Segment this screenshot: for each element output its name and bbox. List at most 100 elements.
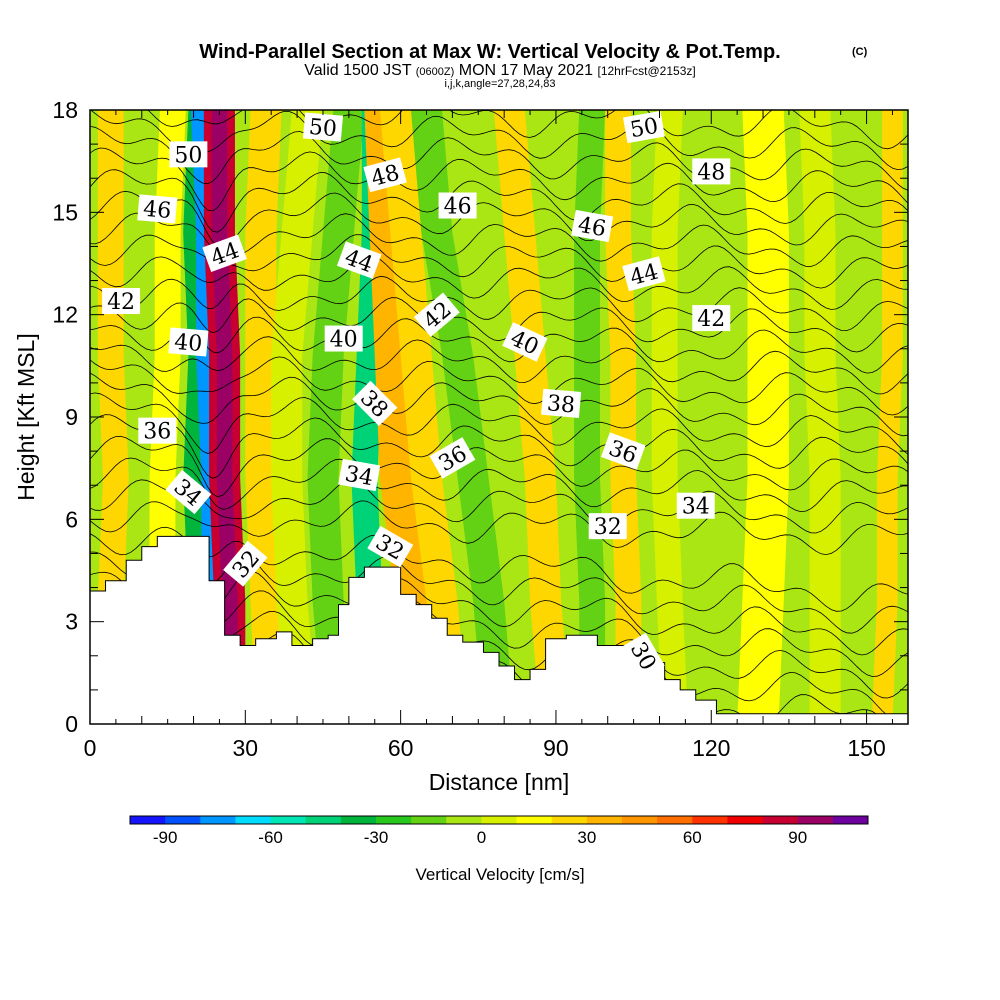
velocity-band <box>410 110 515 724</box>
colorbar-tick-label: -60 <box>258 828 283 847</box>
theta-label-text: 42 <box>697 307 725 332</box>
theta-contour-line <box>90 297 908 353</box>
theta-contour-line <box>90 110 908 171</box>
velocity-band <box>379 110 468 724</box>
velocity-band <box>493 110 572 724</box>
theta-contour-label: 46 <box>438 192 477 220</box>
colorbar-swatch <box>657 816 693 824</box>
theta-contour-label: 48 <box>363 157 407 193</box>
subtitle-date: MON 17 May 2021 <box>459 62 593 79</box>
theta-contour-line <box>90 500 908 556</box>
theta-label-box <box>623 632 665 679</box>
theta-label-box <box>571 209 614 243</box>
theta-label-box <box>102 288 141 315</box>
theta-contour-line <box>90 392 908 455</box>
theta-contour-line <box>90 414 908 479</box>
theta-label-box <box>502 322 548 362</box>
x-tick-label: 60 <box>388 735 414 761</box>
theta-contour-line <box>90 275 908 332</box>
subtitle-valid-time: Valid 1500 JST <box>304 62 412 79</box>
theta-label-text: 46 <box>576 213 608 242</box>
theta-label-box <box>438 192 477 219</box>
chart-title-mark: (C) <box>852 46 868 58</box>
velocity-band <box>605 110 642 724</box>
y-tick-label: 9 <box>65 404 78 430</box>
theta-label-box <box>692 158 731 185</box>
x-tick-label: 30 <box>233 735 259 761</box>
colorbar-frame <box>129 815 869 825</box>
theta-contour-label: 44 <box>336 241 382 279</box>
theta-contour-label: 36 <box>138 417 177 445</box>
chart-title: Wind-Parallel Section at Max W: Vertical… <box>199 41 780 63</box>
x-tick-label: 90 <box>543 735 569 761</box>
colorbar-tick-label: 90 <box>788 828 807 847</box>
theta-label-box <box>413 292 460 337</box>
colorbar-swatch <box>832 816 869 824</box>
theta-label-text: 40 <box>173 330 203 357</box>
theta-label-box <box>676 492 715 519</box>
colorbar-swatch <box>200 816 236 824</box>
theta-label-text: 32 <box>594 515 622 540</box>
theta-contour-line <box>90 316 908 374</box>
colorbar-swatch <box>797 816 834 824</box>
colorbar-swatch <box>586 816 623 824</box>
colorbar: -90 -60 -30 0 30 60 90 <box>129 815 869 847</box>
colorbar-tick-label: -90 <box>153 828 178 847</box>
theta-label-text: 50 <box>308 115 338 142</box>
theta-contour-label: 34 <box>676 492 715 520</box>
theta-label-box <box>588 513 627 540</box>
theta-label-box <box>352 380 398 426</box>
colorbar-swatch <box>411 816 447 824</box>
theta-label-text: 50 <box>628 114 660 143</box>
theta-label-text: 40 <box>330 328 358 353</box>
theta-label-box <box>202 234 247 272</box>
y-axis-label: Height [Kft MSL] <box>13 333 39 500</box>
theta-label-text: 38 <box>546 391 576 418</box>
colorbar-swatch <box>622 816 658 824</box>
colorbar-tick-label: 60 <box>683 828 702 847</box>
colorbar-swatch <box>692 816 728 824</box>
theta-contour-label: 34 <box>338 458 381 491</box>
theta-contour-line <box>90 336 908 395</box>
theta-label-text: 36 <box>143 420 171 445</box>
colorbar-swatch <box>305 816 342 824</box>
theta-contour-label: 50 <box>169 141 208 168</box>
colorbar-label: Vertical Velocity [cm/s] <box>415 865 584 884</box>
theta-label-box <box>324 325 363 352</box>
theta-contour-line <box>90 457 908 513</box>
theta-contour-label: 44 <box>622 256 666 292</box>
theta-label-box <box>169 141 208 168</box>
theta-contour-label: 46 <box>137 194 178 224</box>
y-tick-label: 15 <box>52 199 78 225</box>
theta-contour-label: 46 <box>571 209 614 243</box>
theta-label-box <box>622 256 666 292</box>
velocity-band <box>90 110 129 724</box>
colorbar-swatch <box>446 816 482 824</box>
subtitle-forecast: [12hrFcst@2153z] <box>597 64 695 78</box>
theta-label-box <box>363 157 407 193</box>
theta-label-text: 34 <box>343 462 375 491</box>
colorbar-swatch <box>376 816 412 824</box>
velocity-band <box>871 110 903 724</box>
theta-label-text: 42 <box>107 290 135 315</box>
subtitle-utc-time: (0600Z) <box>416 66 455 78</box>
y-tick-label: 12 <box>52 302 78 328</box>
theta-contour-label: 50 <box>302 112 344 142</box>
theta-contour-label: 36 <box>429 437 476 479</box>
theta-contour-label: 38 <box>541 388 582 419</box>
velocity-band <box>799 110 841 724</box>
theta-contour-label: 48 <box>692 158 731 185</box>
x-axis-ticks: 0 30 60 90 120 150 <box>84 110 893 761</box>
velocity-band <box>574 110 606 724</box>
theta-label-box <box>429 437 476 479</box>
colorbar-swatch <box>551 816 588 824</box>
velocity-band <box>737 110 789 724</box>
colorbar-tick-label: 30 <box>577 828 596 847</box>
theta-contour-line <box>90 126 908 191</box>
theta-label-text: 34 <box>682 495 710 520</box>
theta-contour-line <box>90 147 908 212</box>
chart-subtitle-indices: i,j,k,angle=27,28,24,83 <box>444 78 555 90</box>
theta-contour-line <box>90 571 908 656</box>
colorbar-swatch <box>727 816 764 824</box>
